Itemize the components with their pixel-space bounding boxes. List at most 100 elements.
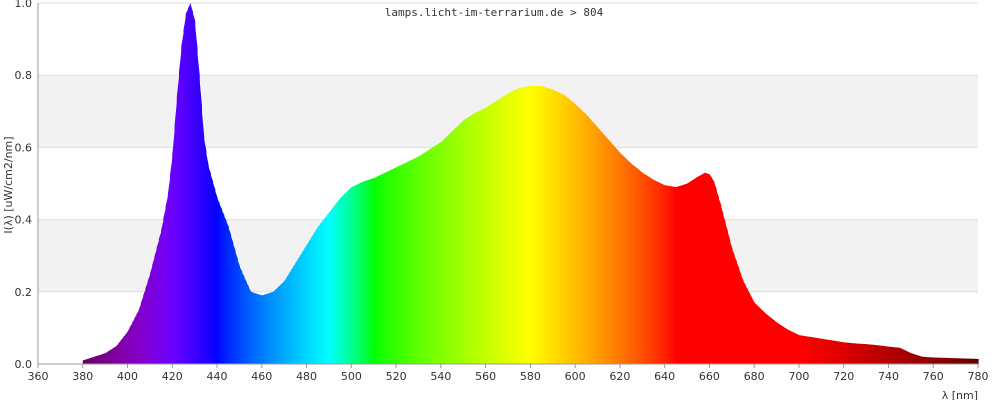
spectrum-strip	[476, 110, 480, 365]
spectrum-strip	[248, 286, 252, 364]
spectrum-strip	[933, 357, 937, 364]
spectrum-strip	[174, 96, 178, 365]
spectrum-strip	[127, 327, 131, 364]
spectrum-strip	[284, 277, 288, 364]
spectrum-strip	[156, 239, 160, 364]
x-tick-label: 440	[207, 370, 228, 383]
spectrum-strip	[619, 152, 623, 364]
spectrum-strip	[566, 96, 570, 365]
spectrum-strip	[416, 156, 420, 364]
x-tick-label: 780	[968, 370, 989, 383]
spectrum-strip	[754, 302, 758, 364]
spectrum-strip	[391, 168, 395, 364]
spectrum-strip	[664, 185, 668, 364]
spectrum-strip	[91, 356, 95, 364]
spectrum-strip	[660, 183, 664, 364]
spectrum-strip	[570, 100, 574, 364]
spectrum-strip	[962, 358, 966, 364]
spectrum-strip	[241, 271, 245, 364]
spectrum-strip	[261, 294, 265, 364]
spectrum-strip	[915, 354, 919, 364]
spectrum-strip	[364, 180, 368, 364]
spectrum-strip	[324, 215, 328, 364]
spectrum-strip	[337, 197, 341, 364]
spectrum-strip	[409, 159, 413, 364]
spectrum-strip	[848, 342, 852, 364]
spectrum-strip	[637, 169, 641, 364]
spectrum-strip	[897, 347, 901, 364]
spectrum-strip	[501, 96, 505, 364]
spectrum-strip	[767, 315, 771, 364]
spectrum-strip	[145, 280, 149, 364]
spectrum-strip	[944, 357, 948, 364]
spectrum-strip	[275, 287, 279, 364]
spectrum-strip	[349, 187, 352, 364]
spectrum-strip	[649, 177, 652, 364]
spectrum-strip	[172, 125, 176, 365]
spectrum-strip	[221, 209, 225, 364]
spectrum-strip	[483, 107, 487, 364]
spectrum-strip	[427, 149, 431, 364]
spectrum-strip	[852, 343, 856, 364]
spectrum-strip	[606, 137, 610, 364]
spectrum-strip	[734, 254, 737, 364]
spectrum-strip	[832, 340, 836, 364]
spectrum-strip	[559, 92, 563, 364]
spectrum-strip	[543, 86, 547, 364]
spectrum-strip	[946, 357, 950, 364]
spectrum-strip	[499, 97, 502, 364]
spectrum-strip	[834, 340, 838, 364]
spectrum-strip	[807, 336, 811, 364]
spectrum-strip	[107, 350, 111, 364]
spectrum-strip	[194, 21, 198, 365]
spectrum-strip	[525, 86, 529, 365]
spectrum-strip	[293, 262, 296, 364]
spectrum-strip	[655, 180, 659, 364]
spectrum-strip	[704, 172, 708, 364]
spectrum-strip	[214, 189, 218, 364]
spectrum-strip	[243, 276, 247, 364]
spectrum-strip	[387, 170, 390, 364]
spectrum-strip	[205, 151, 209, 364]
spectrum-strip	[682, 184, 686, 364]
spectrum-strip	[521, 87, 525, 364]
spectrum-strip	[899, 347, 903, 364]
spectrum-strip	[503, 94, 507, 364]
spectrum-strip	[546, 87, 549, 364]
spectrum-strip	[208, 165, 211, 364]
spectrum-strip	[481, 108, 484, 364]
spectrum-strip	[465, 117, 469, 364]
spectrum-strip	[179, 46, 182, 364]
spectrum-strip	[720, 205, 724, 364]
spectrum-strip	[192, 12, 196, 365]
spectrum-strip	[96, 355, 100, 364]
spectrum-strip	[382, 172, 386, 364]
spectrum-strip	[577, 106, 581, 364]
spectrum-strip	[317, 223, 321, 364]
spectrum-strip	[138, 302, 142, 364]
spectrum-strip	[355, 183, 359, 364]
spectrum-strip	[794, 332, 798, 364]
spectrum-strip	[447, 133, 451, 364]
x-tick-label: 700	[788, 370, 809, 383]
spectrum-strip	[948, 358, 952, 364]
x-axis-ticks: 360 380 400 420 440 460 480 500 520 540 560 580 600 6…	[28, 364, 989, 383]
spectrum-strip	[259, 294, 263, 364]
spectrum-strip	[111, 347, 115, 364]
spectrum-strip	[485, 106, 489, 364]
spectrum-strip	[687, 182, 690, 364]
spectrum-strip	[402, 162, 406, 364]
spectrum-strip	[532, 86, 536, 364]
spectrum-strip	[335, 200, 339, 364]
spectrum-strip	[118, 340, 122, 364]
spectrum-strip	[772, 318, 775, 364]
spectrum-strip	[803, 335, 807, 364]
spectrum-strip	[922, 356, 925, 364]
spectrum-strip	[557, 91, 561, 364]
spectrum-strip	[823, 339, 827, 364]
spectrum-strip	[725, 222, 728, 364]
spectrum-strip	[85, 358, 88, 364]
spectrum-strip	[288, 270, 292, 364]
spectrum-strip	[653, 179, 657, 364]
spectrum-strip	[736, 261, 740, 364]
